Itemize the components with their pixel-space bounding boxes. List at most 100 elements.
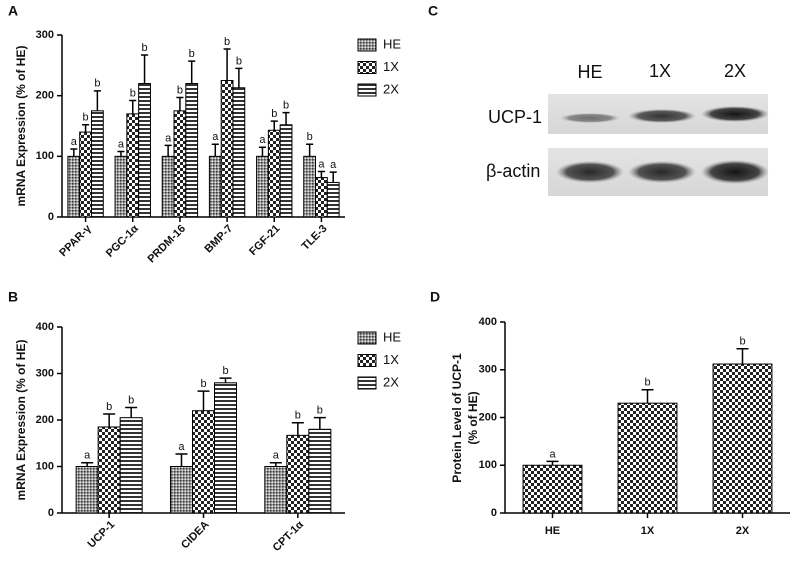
legend-swatch <box>357 376 377 390</box>
significance-letter: a <box>549 448 556 460</box>
y-tick-label: 300 <box>36 29 54 41</box>
row-label: β-actin <box>486 161 540 181</box>
significance-letter: a <box>84 450 91 462</box>
significance-letter: b <box>317 405 323 417</box>
significance-letter: a <box>165 132 172 144</box>
y-tick-label: 300 <box>479 364 497 376</box>
y-tick-label: 0 <box>48 507 54 519</box>
bar <box>256 155 269 218</box>
legend-label: 2X <box>383 374 399 389</box>
legend-label: 1X <box>383 59 399 74</box>
bar <box>617 402 678 514</box>
significance-letter: a <box>212 131 219 143</box>
error-bar <box>736 347 749 365</box>
x-tick-label: 2X <box>736 525 750 537</box>
legend-label: HE <box>383 36 401 51</box>
significance-letter: a <box>330 159 337 171</box>
blot-band <box>628 109 696 123</box>
error-bar <box>269 462 282 467</box>
error-bar <box>270 120 278 131</box>
error-bar <box>211 143 219 157</box>
panel-letter: D <box>430 289 440 305</box>
x-tick-label: UCP-1 <box>86 519 118 551</box>
significance-letter: b <box>224 36 230 48</box>
bar <box>286 434 310 514</box>
blot-band <box>628 161 696 183</box>
bar <box>232 87 246 218</box>
bar <box>264 466 288 514</box>
lane-label: HE <box>577 62 602 82</box>
error-bar <box>291 422 304 436</box>
lane-label: 1X <box>649 61 671 81</box>
bar <box>522 464 583 514</box>
significance-letter: b <box>128 394 134 406</box>
bar <box>303 155 317 218</box>
legend-swatch <box>357 38 377 52</box>
panel-letter: B <box>8 289 18 305</box>
significance-letter: b <box>141 42 147 54</box>
legend-swatch <box>357 83 377 97</box>
error-bar <box>282 111 290 125</box>
significance-letter: b <box>106 401 112 413</box>
significance-letter: a <box>259 134 266 146</box>
bar <box>79 131 92 218</box>
legend-swatch <box>357 331 377 345</box>
bar <box>138 83 151 218</box>
bar <box>326 181 340 218</box>
significance-letter: b <box>739 336 745 348</box>
x-tick-label: CIDEA <box>179 519 212 552</box>
x-tick-label: TLE-3 <box>299 223 329 253</box>
bar <box>169 466 193 514</box>
x-tick-label: PRDM-16 <box>145 223 188 266</box>
bar <box>267 129 281 218</box>
y-tick-label: 100 <box>479 459 497 471</box>
bar <box>119 417 143 514</box>
significance-letter: b <box>307 131 313 143</box>
significance-letter: a <box>118 138 125 150</box>
bar <box>308 428 332 514</box>
x-tick-label: CPT-1α <box>271 519 306 554</box>
significance-letter: b <box>236 55 242 67</box>
error-bar <box>197 390 210 411</box>
panel-letter: C <box>428 3 438 19</box>
y-tick-label: 100 <box>36 150 54 162</box>
x-tick-label: PPAR-γ <box>57 222 94 259</box>
error-bar <box>641 389 654 404</box>
significance-letter: a <box>178 441 185 453</box>
error-bar <box>546 460 559 466</box>
blot-band <box>701 106 769 122</box>
bar <box>67 155 81 218</box>
bar <box>114 155 128 218</box>
y-tick-label: 400 <box>479 316 497 328</box>
x-tick-label: PGC-1α <box>104 223 141 260</box>
significance-letter: b <box>222 365 228 377</box>
error-bar <box>329 171 337 183</box>
error-bar <box>93 90 101 111</box>
lane-label: 2X <box>724 61 746 81</box>
y-tick-label: 200 <box>479 411 497 423</box>
bar <box>712 363 773 514</box>
blot-band <box>556 161 624 183</box>
error-bar <box>129 99 137 114</box>
error-bar <box>235 67 243 88</box>
bar <box>126 113 140 218</box>
x-tick-label: FGF-21 <box>247 223 282 258</box>
y-axis-label: mRNA Expression (% of HE) <box>14 340 28 501</box>
bar <box>97 426 121 514</box>
blot: C HE 1X 2X UCP-1 β-actin <box>428 3 769 196</box>
significance-letter: b <box>271 108 277 120</box>
row-label: UCP-1 <box>488 107 542 127</box>
x-tick-label: BMP-7 <box>203 223 236 256</box>
error-bar <box>258 146 266 157</box>
significance-letter: b <box>283 100 289 112</box>
error-bar <box>317 170 325 178</box>
y-tick-label: 0 <box>491 507 497 519</box>
significance-letter: a <box>318 158 325 170</box>
error-bar <box>117 150 125 157</box>
y-axis-label: (% of HE) <box>466 391 480 444</box>
legend-label: HE <box>383 329 401 344</box>
y-tick-label: 400 <box>36 321 54 333</box>
error-bar <box>188 60 196 84</box>
error-bar <box>219 377 232 383</box>
legend-label: 1X <box>383 352 399 367</box>
